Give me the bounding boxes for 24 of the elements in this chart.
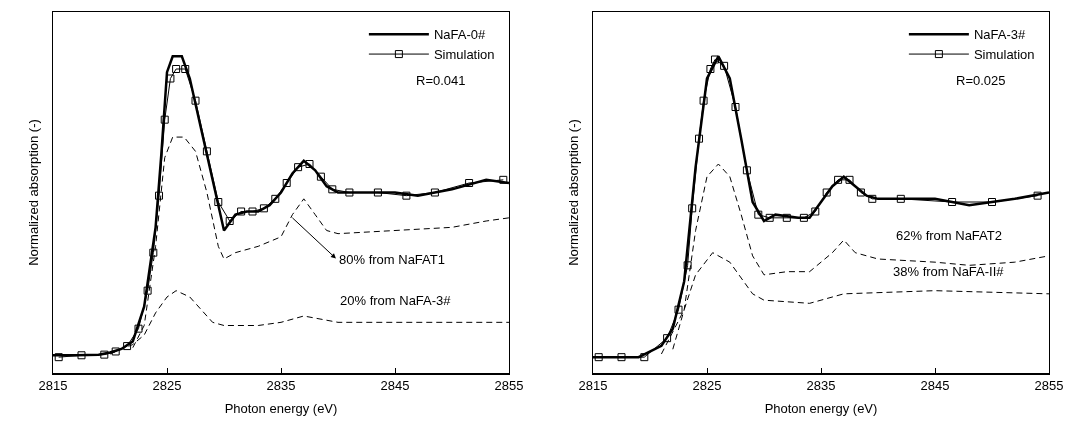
x-axis-title: Photon energy (eV) [224,401,338,417]
y-axis-title: Normalized absorption (-) [25,119,41,266]
annotation: 62% from NaFAT2 [896,228,1002,243]
annotation: R=0.025 [956,73,1006,88]
x-tick-label: 2835 [806,378,836,394]
x-tick-label: 2855 [1034,378,1064,394]
x-axis-title: Photon energy (eV) [764,401,878,417]
legend-label: Simulation [433,47,495,63]
y-axis-title: Normalized absorption (-) [565,119,581,266]
legend-label: Simulation [973,47,1035,63]
annotation: 38% from NaFA-II# [893,264,1005,279]
annotation: 80% from NaFAT1 [339,252,445,267]
x-tick-label: 2845 [920,378,950,394]
x-tick-label: 2845 [380,378,410,394]
x-tick-label: 2825 [152,378,182,394]
legend-label: NaFA-0# [433,27,486,43]
legend-label: NaFA-3# [973,27,1026,43]
x-tick-label: 2835 [266,378,296,394]
annotation: 20% from NaFA-3# [340,293,452,308]
x-tick-label: 2855 [494,378,524,394]
x-tick-label: 2815 [578,378,608,394]
annotation: R=0.041 [416,73,466,88]
x-tick-label: 2815 [38,378,68,394]
x-tick-label: 2825 [692,378,722,394]
